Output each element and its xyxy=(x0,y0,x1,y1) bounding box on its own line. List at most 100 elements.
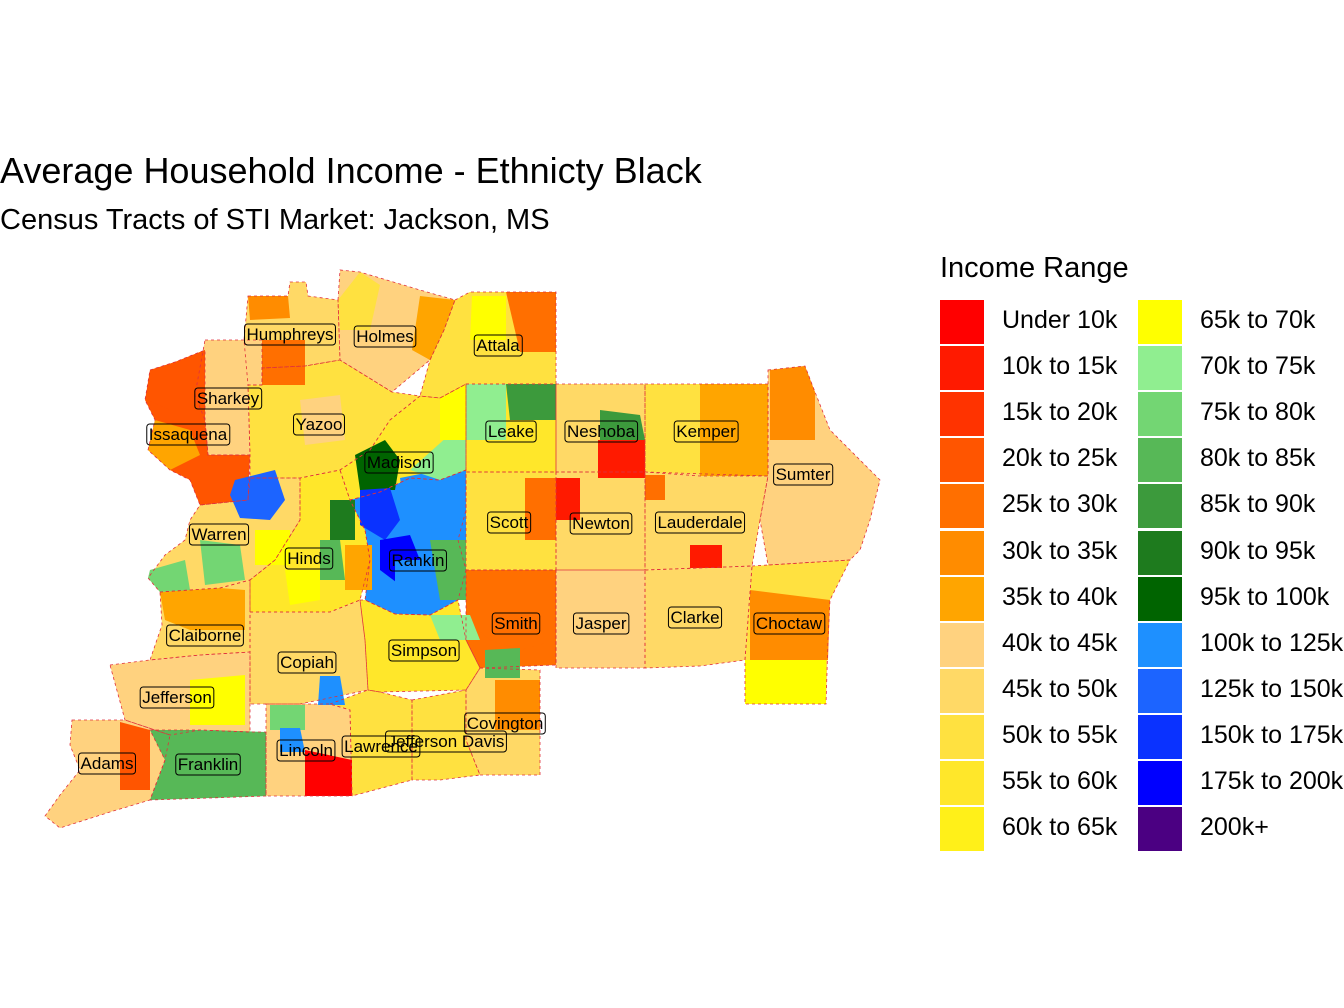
county-region xyxy=(556,570,645,668)
county-label-box xyxy=(276,739,336,762)
county-label-box xyxy=(389,549,447,572)
county-label-text: Scott xyxy=(490,513,529,532)
county-label-text: Sumter xyxy=(776,465,831,484)
legend-swatch xyxy=(1138,300,1182,344)
legend-label: 125k to 150k xyxy=(1200,674,1344,703)
county-label-box xyxy=(341,735,421,758)
county-border xyxy=(328,689,413,797)
county-label-box xyxy=(388,639,460,662)
legend-label: 25k to 30k xyxy=(1002,490,1118,519)
county-label: Smith xyxy=(491,612,541,635)
county-label-box xyxy=(485,420,537,443)
county-label-text: Jefferson Davis xyxy=(388,732,505,751)
county-label-text: Warren xyxy=(191,525,246,544)
census-tract xyxy=(466,384,506,440)
legend-label: 60k to 65k xyxy=(1002,813,1118,842)
legend-label: 45k to 50k xyxy=(1002,674,1118,703)
county-border xyxy=(644,565,753,669)
legend-label: 80k to 85k xyxy=(1200,444,1316,473)
legend-swatch xyxy=(940,668,984,713)
census-tract xyxy=(270,705,305,730)
county-label: Lauderdale xyxy=(654,511,746,534)
county-label: Madison xyxy=(364,451,434,474)
census-tract xyxy=(600,410,645,440)
county-label-box xyxy=(654,511,746,534)
census-tract xyxy=(300,395,345,445)
county-label-text: Copiah xyxy=(280,653,334,672)
county-label: Attala xyxy=(473,334,523,357)
legend-swatch xyxy=(940,392,984,437)
county-border xyxy=(149,729,267,801)
legend-swatch xyxy=(1138,530,1182,575)
legend-label: 150k to 175k xyxy=(1200,720,1344,749)
legend-swatch xyxy=(1138,761,1182,805)
legend-label: 65k to 70k xyxy=(1200,306,1316,334)
county-label-box xyxy=(188,523,250,546)
legend-label: 15k to 20k xyxy=(1002,398,1118,427)
county-label-text: Jasper xyxy=(575,614,626,633)
legend-swatch xyxy=(940,576,984,621)
county-label-box xyxy=(166,624,244,647)
census-tract xyxy=(466,570,556,650)
legend-label: 35k to 40k xyxy=(1002,582,1118,611)
county-border xyxy=(465,569,557,669)
county-label-box xyxy=(773,463,834,486)
census-tract xyxy=(495,680,540,730)
legend-swatch xyxy=(1138,438,1182,483)
legend-label: 50k to 55k xyxy=(1002,720,1118,749)
county-label-box xyxy=(284,547,334,570)
county-label: Claiborne xyxy=(166,624,244,647)
census-tract xyxy=(148,560,190,592)
map-title: Average Household Income - Ethnicty Blac… xyxy=(0,150,702,191)
county-label-text: Covington xyxy=(467,714,544,733)
census-tract xyxy=(400,470,466,530)
legend-swatch xyxy=(1138,668,1182,713)
census-tract xyxy=(506,384,556,420)
legend-swatch xyxy=(1138,622,1182,667)
county-label: Humphreys xyxy=(244,323,336,346)
legend-swatch xyxy=(940,346,984,391)
county-label: Newton xyxy=(569,512,633,535)
legend-label: 200k+ xyxy=(1200,813,1269,842)
census-tract xyxy=(148,350,205,410)
census-tract xyxy=(395,560,445,610)
legend-swatch xyxy=(940,714,984,759)
county-label: Jefferson Davis xyxy=(385,730,507,753)
legend-label: 95k to 100k xyxy=(1200,582,1330,611)
census-tract xyxy=(506,292,556,352)
choropleth-map: Humphreys Holmes Attala Sharkey Issaquena Yaz… xyxy=(44,269,881,829)
county-label: Warren xyxy=(188,523,250,546)
county-label-text: Rankin xyxy=(392,551,445,570)
county-label-text: Claiborne xyxy=(169,626,242,645)
legend-label: 75k to 80k xyxy=(1200,398,1316,427)
legend-label: 30k to 35k xyxy=(1002,536,1118,565)
county-label-text: Adams xyxy=(81,754,134,773)
legend-label: 10k to 15k xyxy=(1002,352,1118,381)
legend-swatch xyxy=(1138,714,1182,759)
county-label-text: Yazoo xyxy=(296,415,343,434)
county-label: Leake xyxy=(485,420,537,443)
legend-title: Income Range xyxy=(940,252,1129,284)
county-label-layer: Humphreys Holmes Attala Sharkey Issaquena Yaz… xyxy=(78,323,834,776)
county-region xyxy=(645,566,752,668)
census-tract xyxy=(556,478,580,520)
county-label-box xyxy=(385,730,507,753)
legend-label: 100k to 125k xyxy=(1200,628,1344,657)
county-label-text: Leake xyxy=(488,422,534,441)
legend-label: 90k to 95k xyxy=(1200,536,1316,565)
census-tract xyxy=(360,488,400,540)
county-label-box xyxy=(491,612,541,635)
census-tract xyxy=(770,366,815,440)
census-tract xyxy=(318,676,345,705)
census-tract xyxy=(285,570,320,605)
legend-swatch xyxy=(1138,576,1182,621)
county-label-box xyxy=(667,606,723,629)
county-label-text: Madison xyxy=(367,453,431,472)
county-label: Adams xyxy=(78,752,136,775)
legend-label: 55k to 60k xyxy=(1002,767,1118,795)
census-tract xyxy=(255,530,290,565)
county-label-text: Neshoba xyxy=(567,422,636,441)
county-label-box xyxy=(564,420,639,443)
county-label-text: Newton xyxy=(572,514,630,533)
legend-swatch xyxy=(940,761,984,805)
